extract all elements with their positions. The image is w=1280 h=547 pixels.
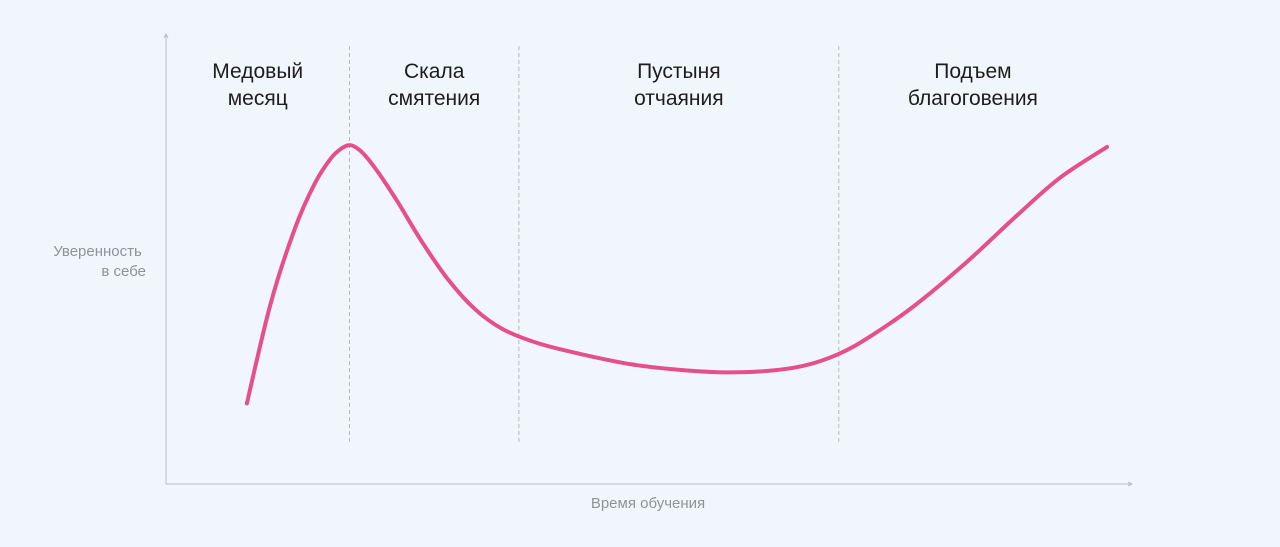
y-axis-label: Уверенность в себе [53, 243, 146, 280]
phase-label-line: Медовый [212, 60, 303, 83]
phase-label: Подъем благоговения [908, 60, 1038, 110]
x-axis-label: Время обучения [591, 495, 705, 512]
confidence-curve [244, 143, 1109, 406]
phase-label-line: Пустыня [637, 60, 721, 83]
phase-label: Пустыня отчаяния [634, 60, 724, 110]
phase-label-line: Подъем [934, 60, 1011, 83]
y-axis-label-line-2: в себе [101, 263, 146, 280]
phase-label-line: отчаяния [634, 87, 724, 110]
y-axis-arrow [163, 32, 169, 39]
y-axis-label-line-1: Уверенность [53, 243, 142, 260]
phase-labels: Медовый месяц Скала смятения Пустыня отчаяния… [212, 60, 1038, 110]
phase-label-line: Скала [404, 60, 465, 83]
phase-label-line: смятения [388, 87, 480, 110]
phase-label: Медовый месяц [212, 60, 303, 110]
x-axis-arrow [1127, 481, 1134, 487]
phase-label: Скала смятения [388, 60, 480, 110]
phase-dividers [348, 46, 840, 442]
phase-label-line: месяц [228, 87, 288, 110]
series-group [244, 143, 1109, 406]
phase-label-line: благоговения [908, 87, 1038, 110]
